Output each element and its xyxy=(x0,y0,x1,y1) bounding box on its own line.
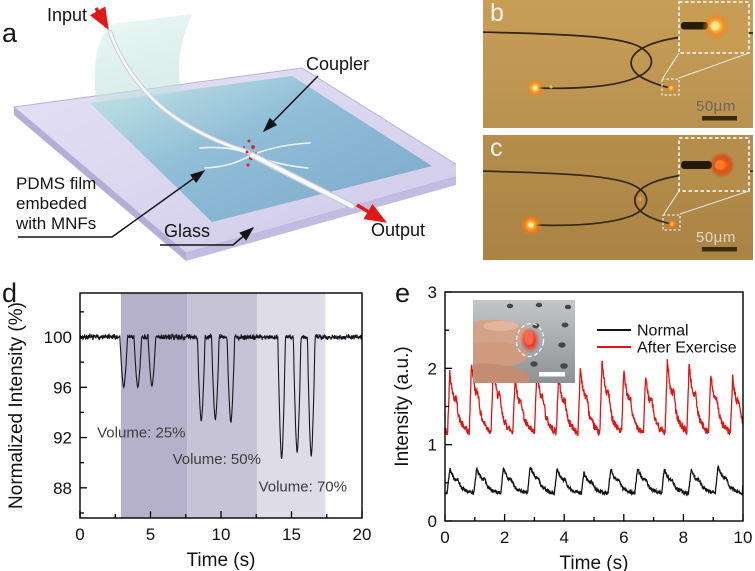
scale-bar-c xyxy=(702,247,737,252)
volume-region-0 xyxy=(120,293,188,518)
svg-text:0: 0 xyxy=(440,528,449,547)
output-label: Output xyxy=(371,220,426,240)
bolt-holes xyxy=(506,302,572,369)
svg-text:8: 8 xyxy=(679,528,688,547)
input-label: Input xyxy=(47,5,88,25)
pdms-film xyxy=(90,76,432,222)
panel_d-tick-labels: 0 5 10 15 20 88 92 96 100 xyxy=(44,328,372,544)
input-fiber xyxy=(107,29,251,155)
panel-d-letter: d xyxy=(2,278,18,308)
glass-leader-arrow xyxy=(160,227,255,246)
volume-region-2 xyxy=(256,293,326,518)
fiber-end-glow-core xyxy=(528,222,534,228)
magnified-tip-glow-core xyxy=(710,21,720,31)
panel_d-xlabel: Time (s) xyxy=(187,550,256,571)
svg-text:2: 2 xyxy=(500,528,509,547)
fiber-end-glow-core xyxy=(532,85,538,91)
panel_d-axes-box xyxy=(79,292,363,519)
svg-text:20: 20 xyxy=(353,525,372,544)
panel-e-letter: e xyxy=(395,278,411,308)
scale-bar-b xyxy=(702,116,737,121)
normal-trace xyxy=(445,465,743,497)
sensor-glow-core xyxy=(524,331,534,345)
input-arrow xyxy=(89,6,109,30)
zoom-target-box xyxy=(662,214,681,231)
coupler-label: Coupler xyxy=(306,54,370,74)
svg-text:10: 10 xyxy=(734,528,753,547)
zoom-target-box xyxy=(661,78,680,96)
panel_d-chart: 0 5 10 15 20 88 92 96 100 Time (s) Normalized Inte… xyxy=(6,292,372,571)
output-end-glow xyxy=(666,83,676,93)
output-end-glow xyxy=(667,219,677,229)
coupler-arrow xyxy=(262,75,319,133)
zoom-inset xyxy=(678,137,750,192)
svg-text:100: 100 xyxy=(44,328,72,347)
scale-bar-b-text: 50μm xyxy=(696,98,736,115)
svg-text:10: 10 xyxy=(212,525,231,544)
svg-text:3: 3 xyxy=(428,283,437,302)
svg-text:92: 92 xyxy=(53,429,72,448)
svg-text:Normal: Normal xyxy=(637,323,689,340)
inset-scale-bar xyxy=(539,372,565,377)
svg-text:96: 96 xyxy=(53,378,72,397)
panel_e-ylabel: Intensity (a.u.) xyxy=(392,346,413,466)
volume-region-label-2: Volume: 70% xyxy=(259,479,347,496)
magnified-fiber-tip xyxy=(681,22,708,30)
svg-text:6: 6 xyxy=(619,528,628,547)
finger-sensor-photo xyxy=(473,300,575,383)
output-fiber xyxy=(248,151,356,210)
svg-text:0: 0 xyxy=(75,525,84,544)
panel-a-schematic xyxy=(12,6,456,261)
volume-region-1 xyxy=(187,293,257,518)
scale-bar-c-text: 50μm xyxy=(696,229,736,246)
zoom-connector-lines xyxy=(662,52,750,79)
svg-text:2: 2 xyxy=(428,359,437,378)
sensor-area-highlight xyxy=(515,322,545,358)
svg-text:88: 88 xyxy=(53,479,72,498)
panel-a-letter: a xyxy=(2,18,18,48)
panel_d-ylabel: Normalized Intensity (%) xyxy=(6,302,27,509)
pdms-film-flap xyxy=(94,14,192,100)
volume-region-label-1: Volume: 50% xyxy=(173,451,261,468)
svg-text:After Exercise: After Exercise xyxy=(637,340,737,357)
svg-text:0: 0 xyxy=(428,512,437,531)
panel-c-letter: c xyxy=(490,135,503,162)
pdms-label: PDMS film embeded with MNFs xyxy=(16,174,97,233)
svg-text:15: 15 xyxy=(282,525,301,544)
panel-b-letter: b xyxy=(490,0,504,27)
fiber-speck-glow xyxy=(549,85,553,89)
magnified-fiber-tip xyxy=(681,161,712,169)
zoom-inset xyxy=(678,1,750,54)
volume-region-label-0: Volume: 25% xyxy=(97,425,185,442)
magnified-tip-glow-core xyxy=(715,160,725,170)
coupler-center-glow xyxy=(637,196,643,202)
panel_e-xlabel: Time (s) xyxy=(560,553,629,571)
svg-text:1: 1 xyxy=(428,436,437,455)
finger-shapes xyxy=(473,319,531,383)
glass-label: Glass xyxy=(164,221,211,241)
svg-text:5: 5 xyxy=(146,525,155,544)
output-arrow xyxy=(356,203,387,223)
panel-c-micrograph: c 50μm xyxy=(483,135,753,260)
pdms-leader-arrow xyxy=(18,170,206,238)
svg-text:4: 4 xyxy=(559,528,568,547)
panel-b-micrograph: b 50μm xyxy=(483,0,753,128)
normalized-intensity-trace xyxy=(80,332,362,459)
zoom-connector-lines xyxy=(663,190,750,215)
